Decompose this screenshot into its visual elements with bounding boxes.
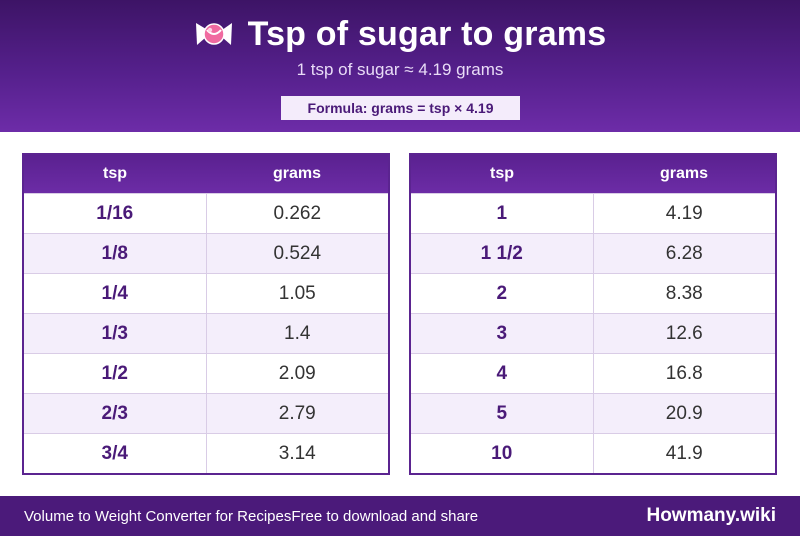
tsp-cell: 1: [410, 193, 594, 234]
footer-tagline: Volume to Weight Converter for Recipes: [24, 507, 292, 525]
brand-name[interactable]: Howmany.wiki: [646, 505, 776, 526]
tsp-cell: 3/4: [23, 433, 207, 474]
tsp-cell: 1/4: [23, 273, 207, 314]
tsp-cell: 1/8: [23, 233, 207, 274]
header-banner: Tsp of sugar to grams 1 tsp of sugar ≈ 4…: [0, 0, 800, 132]
grams-cell: 8.38: [593, 273, 776, 314]
grams-cell: 0.262: [206, 193, 389, 234]
conversion-table-right: tsp grams 1 4.19 1 1/2 6.28 2 8.38 3 12.…: [409, 153, 777, 475]
grams-cell: 20.9: [593, 393, 776, 434]
column-header-tsp: tsp: [410, 154, 593, 194]
table-row: 10 41.9: [410, 433, 776, 474]
table-row: 1 4.19: [410, 193, 776, 234]
column-header-tsp: tsp: [23, 154, 206, 194]
table-row: 1 1/2 6.28: [410, 233, 776, 274]
table-row: 3 12.6: [410, 313, 776, 354]
conversion-table-left: tsp grams 1/16 0.262 1/8 0.524 1/4 1.05 …: [22, 153, 390, 475]
grams-cell: 0.524: [206, 233, 389, 274]
grams-cell: 2.09: [206, 353, 389, 394]
tsp-cell: 1/2: [23, 353, 207, 394]
grams-cell: 6.28: [593, 233, 776, 274]
grams-cell: 16.8: [593, 353, 776, 394]
table-row: 2 8.38: [410, 273, 776, 314]
table-row: 5 20.9: [410, 393, 776, 434]
table-row: 4 16.8: [410, 353, 776, 394]
table-row: 1/2 2.09: [23, 353, 389, 394]
title-row: Tsp of sugar to grams: [0, 14, 800, 54]
table-row: 1/4 1.05: [23, 273, 389, 314]
tsp-cell: 1/16: [23, 193, 207, 234]
formula-badge: Formula: grams = tsp × 4.19: [281, 96, 520, 120]
table-header-row: tsp grams: [410, 154, 776, 194]
table-row: 1/8 0.524: [23, 233, 389, 274]
table-row: 1/3 1.4: [23, 313, 389, 354]
tsp-cell: 3: [410, 313, 594, 354]
grams-cell: 41.9: [593, 433, 776, 474]
column-header-grams: grams: [206, 154, 389, 194]
footer-share-note: Free to download and share: [291, 507, 479, 525]
tsp-cell: 1 1/2: [410, 233, 594, 274]
tsp-cell: 1/3: [23, 313, 207, 354]
footer-text: Volume to Weight Converter for Recipes F…: [24, 496, 478, 536]
tsp-cell: 2: [410, 273, 594, 314]
table-row: 1/16 0.262: [23, 193, 389, 234]
footer-bar: Volume to Weight Converter for Recipes F…: [0, 496, 800, 536]
grams-cell: 12.6: [593, 313, 776, 354]
table-row: 2/3 2.79: [23, 393, 389, 434]
tsp-cell: 10: [410, 433, 594, 474]
grams-cell: 2.79: [206, 393, 389, 434]
tsp-cell: 2/3: [23, 393, 207, 434]
tsp-cell: 5: [410, 393, 594, 434]
subtitle: 1 tsp of sugar ≈ 4.19 grams: [296, 60, 504, 79]
table-header-row: tsp grams: [23, 154, 389, 194]
grams-cell: 1.4: [206, 313, 389, 354]
grams-cell: 4.19: [593, 193, 776, 234]
column-header-grams: grams: [593, 154, 776, 194]
grams-cell: 3.14: [206, 433, 389, 474]
tsp-cell: 4: [410, 353, 594, 394]
table-row: 3/4 3.14: [23, 433, 389, 474]
page-title: Tsp of sugar to grams: [247, 14, 607, 53]
grams-cell: 1.05: [206, 273, 389, 314]
candy-icon: [195, 23, 232, 45]
